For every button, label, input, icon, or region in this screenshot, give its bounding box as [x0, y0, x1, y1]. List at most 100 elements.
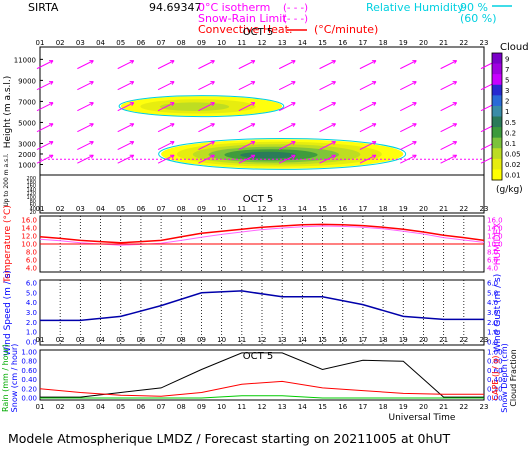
cloud-top-hour-tick: 19 — [399, 39, 408, 47]
cloud-bottom-hour-tick: 08 — [177, 205, 186, 213]
temperature-ylabel: Temperature (°C) — [3, 205, 13, 284]
temperature-y-tick: 10.0 — [21, 241, 37, 249]
wind-arrow-head — [210, 123, 215, 127]
wind-arrow-head — [331, 102, 336, 106]
wind-arrow-head — [129, 141, 135, 145]
precip-y-tick-right: 0.40 — [487, 376, 503, 384]
wind-arrow — [117, 81, 134, 91]
wind-arrow-head — [170, 81, 175, 85]
cloud-top-hour-tick: 23 — [480, 39, 489, 47]
precip-hour-tick: 17 — [358, 403, 367, 411]
wind-arrow — [77, 141, 94, 151]
wind-arrow — [278, 154, 296, 164]
precip-hour-tick: 13 — [278, 403, 287, 411]
precip-y-tick-right: 0.60 — [487, 367, 503, 375]
cloud-bottom-hour-tick: 20 — [419, 205, 428, 213]
snow-depth-ylabel: Snow Depth (cm) — [500, 343, 509, 412]
wind-arrow-head — [49, 102, 54, 106]
cloud-y-tick: 9000 — [18, 77, 36, 85]
cloud-top-hour-tick: 15 — [318, 39, 327, 47]
wind-hour-tick: 23 — [480, 336, 489, 344]
wind-arrow — [36, 60, 54, 70]
wind-arrow — [400, 123, 417, 133]
precip-series-2 — [40, 395, 484, 399]
wind-arrow-head — [291, 141, 296, 145]
cloud-bottom-hour-tick: 05 — [116, 205, 125, 213]
cloud-bottom-hour-tick: 19 — [399, 205, 408, 213]
wind-arrow-head — [250, 141, 256, 145]
wind-arrow-head — [412, 60, 417, 64]
wind-arrow-head — [331, 154, 336, 159]
wind-arrow — [157, 123, 175, 133]
wind-arrow — [117, 123, 134, 133]
wind-hour-tick: 03 — [76, 336, 85, 344]
cloud-top-hour-tick: 08 — [177, 39, 186, 47]
wind-arrow-head — [89, 123, 94, 127]
cloud-bottom-hour-tick: 02 — [56, 205, 65, 213]
wind-hour-tick: 22 — [459, 336, 468, 344]
wind-arrow — [117, 60, 134, 70]
cloud-bottom-hour-tick: 11 — [237, 205, 246, 213]
cloud-colorbar: 9 7 5 3 2 1 0.5 0.2 0.1 0.05 0.02 0.01 — [491, 52, 521, 181]
station-name: SIRTA — [28, 1, 59, 14]
wind-arrow — [77, 102, 94, 112]
precip-y-tick-right: 1.00 — [487, 349, 503, 357]
cloud-top-hour-tick: 13 — [278, 39, 287, 47]
wind-arrow-head — [452, 123, 458, 127]
cloud-bottom-hour-tick: 12 — [258, 205, 267, 213]
cloud-top-hour-tick: 22 — [459, 39, 468, 47]
cloud-bottom-hour-tick: 22 — [459, 205, 468, 213]
wind-arrow — [198, 154, 215, 164]
temperature-series-0 — [39, 223, 485, 244]
wind-arrow-head — [89, 60, 94, 64]
legend-convective-unit: (°C/minute) — [314, 23, 378, 36]
cloud-top-hour-tick: 21 — [439, 39, 448, 47]
temperature-panel: 16.0 16.014.0 14.012.0 12.010.0 10.08.0 8.06.… — [21, 215, 503, 273]
colorbar-swatch — [492, 105, 502, 117]
cloud-bottom-hour-tick: 13 — [278, 205, 287, 213]
wind-hour-tick: 15 — [318, 336, 327, 344]
wind-arrow — [319, 154, 336, 164]
wind-arrow — [440, 154, 457, 164]
wind-arrow — [117, 154, 134, 164]
precip-hour-tick: 18 — [379, 403, 388, 411]
humidex-y-tick: 8.0 — [487, 249, 498, 257]
wind-arrow-head — [412, 81, 417, 85]
precip-y-tick-right: 0.80 — [487, 358, 503, 366]
precip-hour-tick: 19 — [399, 403, 408, 411]
wind-arrow — [36, 154, 54, 164]
wind-arrow — [319, 123, 336, 133]
gust-ylabel: Wind Gust (m / s) — [493, 274, 503, 352]
colorbar-swatch — [492, 84, 502, 96]
rh-contour-lower — [158, 138, 407, 170]
cape-ylabel: CAPE (J / g) — [491, 356, 500, 401]
colorbar-tick: 9 — [505, 55, 509, 63]
cloud-bottom-hour-tick: 14 — [298, 205, 307, 213]
cloud-y-tick-low: 120 — [26, 191, 36, 197]
cloud-bottom-hour-tick: 17 — [358, 205, 367, 213]
cloud-bottom-hour-tick: 18 — [379, 205, 388, 213]
precip-hour-tick: 15 — [318, 403, 327, 411]
cloud-y-tick-low: 200 — [26, 176, 36, 182]
wind-arrow — [198, 123, 215, 133]
wind-hour-tick: 21 — [439, 336, 448, 344]
colorbar-tick: 2 — [505, 98, 509, 106]
wind-hour-tick: 11 — [237, 336, 246, 344]
temperature-y-tick: 6.0 — [26, 257, 37, 265]
wind-arrow — [400, 81, 417, 91]
gust-y-tick: 2.0 — [487, 319, 498, 327]
wind-arrow — [319, 60, 336, 70]
wind-arrow-head — [129, 102, 135, 106]
wind-hour-tick: 17 — [358, 336, 367, 344]
wind-arrow — [278, 123, 296, 133]
wind-arrow-head — [210, 81, 215, 85]
precip-y-tick: 1.00 — [21, 349, 37, 357]
cloud-frame — [39, 46, 485, 214]
wind-arrow-head — [170, 141, 175, 145]
colorbar-swatch — [492, 53, 502, 65]
wind-arrow-head — [250, 102, 256, 106]
wind-arrow-head — [170, 154, 175, 159]
wind-hour-tick: 09 — [197, 336, 206, 344]
gust-y-tick: 3.0 — [487, 309, 498, 317]
